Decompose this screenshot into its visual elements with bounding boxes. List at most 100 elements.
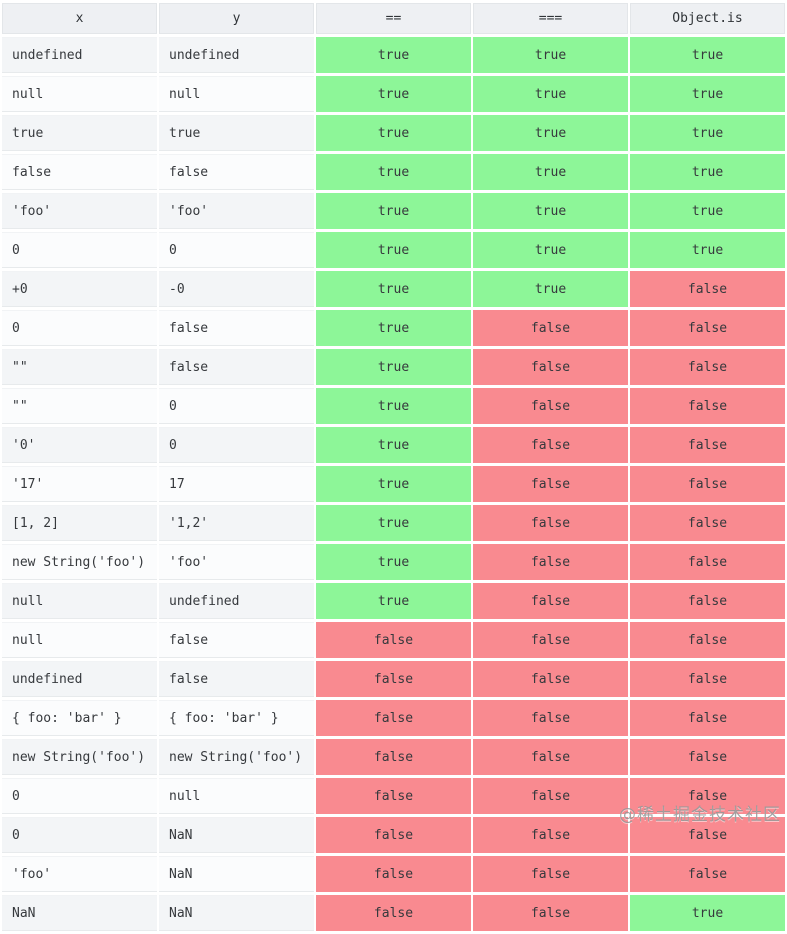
object-is-result-cell: true <box>630 76 785 112</box>
y-value-cell: NaN <box>159 895 314 931</box>
table-row: new String('foo') new String('foo') fals… <box>2 739 785 775</box>
object-is-result-cell: false <box>630 349 785 385</box>
table-row: 0 0 true true true <box>2 232 785 268</box>
strict-equality-result-cell: false <box>473 388 628 424</box>
strict-equality-result-cell: false <box>473 505 628 541</box>
table-row: 'foo' NaN false false false <box>2 856 785 892</box>
loose-equality-result-cell: false <box>316 739 471 775</box>
object-is-result-cell: true <box>630 154 785 190</box>
object-is-result-cell: false <box>630 427 785 463</box>
loose-equality-result-cell: true <box>316 349 471 385</box>
object-is-result-cell: false <box>630 310 785 346</box>
x-value-cell: false <box>2 154 157 190</box>
loose-equality-result-cell: false <box>316 856 471 892</box>
table-row: +0 -0 true true false <box>2 271 785 307</box>
y-value-cell: undefined <box>159 583 314 619</box>
table-row: undefined undefined true true true <box>2 37 785 73</box>
x-value-cell: undefined <box>2 37 157 73</box>
object-is-result-cell: true <box>630 232 785 268</box>
x-value-cell: new String('foo') <box>2 739 157 775</box>
strict-equality-result-cell: false <box>473 622 628 658</box>
loose-equality-result-cell: true <box>316 310 471 346</box>
header-loose-equality: == <box>316 3 471 34</box>
loose-equality-result-cell: true <box>316 271 471 307</box>
strict-equality-result-cell: false <box>473 856 628 892</box>
loose-equality-result-cell: true <box>316 505 471 541</box>
loose-equality-result-cell: false <box>316 895 471 931</box>
header-strict-equality: === <box>473 3 628 34</box>
object-is-result-cell: false <box>630 466 785 502</box>
loose-equality-result-cell: false <box>316 817 471 853</box>
strict-equality-result-cell: false <box>473 700 628 736</box>
y-value-cell: false <box>159 310 314 346</box>
x-value-cell: { foo: 'bar' } <box>2 700 157 736</box>
loose-equality-result-cell: false <box>316 622 471 658</box>
header-x: x <box>2 3 157 34</box>
object-is-result-cell: false <box>630 661 785 697</box>
x-value-cell: 0 <box>2 778 157 814</box>
strict-equality-result-cell: false <box>473 739 628 775</box>
strict-equality-result-cell: false <box>473 427 628 463</box>
loose-equality-result-cell: true <box>316 115 471 151</box>
strict-equality-result-cell: false <box>473 466 628 502</box>
y-value-cell: { foo: 'bar' } <box>159 700 314 736</box>
x-value-cell: null <box>2 76 157 112</box>
x-value-cell: +0 <box>2 271 157 307</box>
table-row: null false false false false <box>2 622 785 658</box>
y-value-cell: false <box>159 661 314 697</box>
strict-equality-result-cell: false <box>473 778 628 814</box>
x-value-cell: new String('foo') <box>2 544 157 580</box>
y-value-cell: false <box>159 154 314 190</box>
object-is-result-cell: false <box>630 778 785 814</box>
x-value-cell: 0 <box>2 232 157 268</box>
strict-equality-result-cell: false <box>473 661 628 697</box>
y-value-cell: '1,2' <box>159 505 314 541</box>
loose-equality-result-cell: true <box>316 466 471 502</box>
object-is-result-cell: false <box>630 544 785 580</box>
object-is-result-cell: true <box>630 37 785 73</box>
x-value-cell: null <box>2 583 157 619</box>
y-value-cell: true <box>159 115 314 151</box>
table-row: 0 NaN false false false <box>2 817 785 853</box>
table-row: undefined false false false false <box>2 661 785 697</box>
x-value-cell: null <box>2 622 157 658</box>
x-value-cell: true <box>2 115 157 151</box>
table-row: null null true true true <box>2 76 785 112</box>
y-value-cell: false <box>159 622 314 658</box>
table-row: 0 null false false false <box>2 778 785 814</box>
y-value-cell: 0 <box>159 427 314 463</box>
y-value-cell: 0 <box>159 388 314 424</box>
header-row: x y == === Object.is <box>2 3 785 34</box>
loose-equality-result-cell: true <box>316 37 471 73</box>
y-value-cell: 'foo' <box>159 544 314 580</box>
x-value-cell: 0 <box>2 310 157 346</box>
loose-equality-result-cell: true <box>316 583 471 619</box>
strict-equality-result-cell: true <box>473 193 628 229</box>
x-value-cell: "" <box>2 388 157 424</box>
strict-equality-result-cell: false <box>473 310 628 346</box>
object-is-result-cell: false <box>630 739 785 775</box>
x-value-cell: NaN <box>2 895 157 931</box>
strict-equality-result-cell: true <box>473 271 628 307</box>
y-value-cell: NaN <box>159 817 314 853</box>
loose-equality-result-cell: false <box>316 700 471 736</box>
y-value-cell: -0 <box>159 271 314 307</box>
table-row: "" false true false false <box>2 349 785 385</box>
table-body: undefined undefined true true true null … <box>2 37 785 931</box>
strict-equality-result-cell: true <box>473 37 628 73</box>
table-row: '0' 0 true false false <box>2 427 785 463</box>
y-value-cell: new String('foo') <box>159 739 314 775</box>
strict-equality-result-cell: true <box>473 154 628 190</box>
y-value-cell: null <box>159 76 314 112</box>
x-value-cell: undefined <box>2 661 157 697</box>
y-value-cell: null <box>159 778 314 814</box>
strict-equality-result-cell: false <box>473 895 628 931</box>
y-value-cell: false <box>159 349 314 385</box>
loose-equality-result-cell: false <box>316 778 471 814</box>
loose-equality-result-cell: false <box>316 661 471 697</box>
x-value-cell: '0' <box>2 427 157 463</box>
strict-equality-result-cell: false <box>473 544 628 580</box>
strict-equality-result-cell: true <box>473 232 628 268</box>
table-row: [1, 2] '1,2' true false false <box>2 505 785 541</box>
